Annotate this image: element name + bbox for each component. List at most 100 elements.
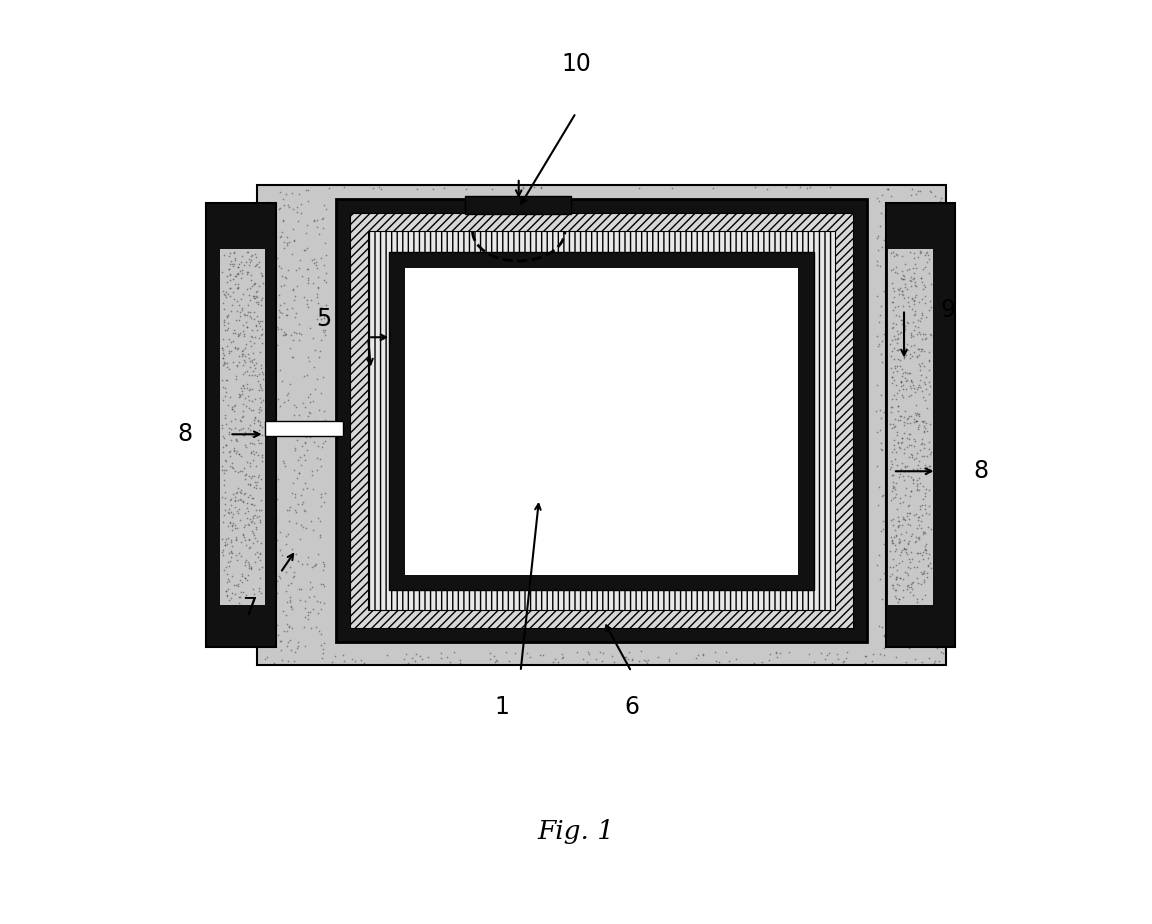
Point xyxy=(869,498,887,513)
Point xyxy=(282,247,301,261)
Point xyxy=(218,360,236,375)
Point xyxy=(902,576,920,590)
Point xyxy=(892,504,910,518)
Point xyxy=(885,546,903,561)
Point xyxy=(264,531,282,546)
Point xyxy=(904,308,923,322)
Point xyxy=(887,421,905,436)
Point xyxy=(397,647,416,662)
Point xyxy=(242,497,260,512)
Point xyxy=(897,272,916,286)
Point xyxy=(888,435,907,450)
Point xyxy=(316,323,334,338)
Point xyxy=(272,225,290,240)
Point xyxy=(890,532,909,547)
Point xyxy=(215,473,234,488)
Point xyxy=(905,257,924,272)
Point xyxy=(895,257,914,272)
Point xyxy=(902,447,920,462)
Point xyxy=(291,582,310,597)
Point xyxy=(885,523,903,538)
Point xyxy=(245,415,264,430)
Point xyxy=(218,566,236,581)
Point xyxy=(915,344,933,359)
Bar xyxy=(888,249,933,605)
Point xyxy=(873,334,892,348)
Point xyxy=(256,459,274,474)
Point xyxy=(890,548,909,563)
Point xyxy=(311,333,329,347)
Point xyxy=(518,645,537,660)
Point xyxy=(230,464,249,479)
Point xyxy=(237,265,256,280)
Point xyxy=(213,418,232,432)
Point xyxy=(631,644,650,659)
Point xyxy=(920,183,939,198)
Point xyxy=(914,403,932,418)
Point xyxy=(880,370,899,384)
Point xyxy=(213,264,232,279)
Point xyxy=(930,654,948,669)
Point xyxy=(727,651,745,666)
Point xyxy=(249,314,267,329)
Point xyxy=(226,256,244,271)
Point xyxy=(918,471,937,486)
Point xyxy=(300,590,318,605)
Point xyxy=(232,421,250,436)
Point xyxy=(899,411,917,426)
Point xyxy=(917,526,935,541)
Point xyxy=(218,269,236,284)
Point xyxy=(905,497,924,512)
Point xyxy=(218,575,236,590)
Point xyxy=(298,193,317,208)
Point xyxy=(909,513,927,528)
Point xyxy=(887,425,905,440)
Point xyxy=(884,444,902,459)
Point xyxy=(310,317,328,332)
Point xyxy=(934,519,953,534)
Point xyxy=(895,324,914,339)
Point xyxy=(240,560,258,575)
Point xyxy=(263,406,281,420)
Point xyxy=(245,358,264,372)
Point xyxy=(334,648,353,663)
Point xyxy=(222,253,241,268)
Point xyxy=(290,317,309,332)
Point xyxy=(213,372,232,387)
Point xyxy=(308,619,326,634)
Point xyxy=(917,459,935,474)
Point xyxy=(602,649,621,663)
Point xyxy=(933,287,952,302)
Point xyxy=(908,349,926,364)
Point xyxy=(901,565,919,580)
Point xyxy=(918,448,937,463)
Point xyxy=(896,446,915,461)
Point xyxy=(314,578,333,593)
Point xyxy=(242,273,260,287)
Point xyxy=(264,482,282,497)
Point xyxy=(918,551,937,565)
Point xyxy=(278,301,296,316)
Point xyxy=(230,349,249,364)
Point xyxy=(298,183,317,198)
Point xyxy=(884,559,902,574)
Point xyxy=(248,309,266,323)
Point xyxy=(221,288,240,303)
Point xyxy=(305,557,324,572)
Point xyxy=(298,261,317,276)
Bar xyxy=(265,421,343,436)
Point xyxy=(888,522,907,537)
Point xyxy=(909,395,927,409)
Point xyxy=(924,540,942,554)
Point xyxy=(214,357,233,371)
Point xyxy=(638,655,657,670)
Point xyxy=(894,552,912,566)
Point xyxy=(912,292,931,307)
Point xyxy=(927,370,946,384)
Point xyxy=(890,383,909,397)
Point xyxy=(242,268,260,283)
Point xyxy=(285,476,303,491)
Point xyxy=(925,447,943,462)
Point xyxy=(869,190,887,205)
Point xyxy=(916,296,934,310)
